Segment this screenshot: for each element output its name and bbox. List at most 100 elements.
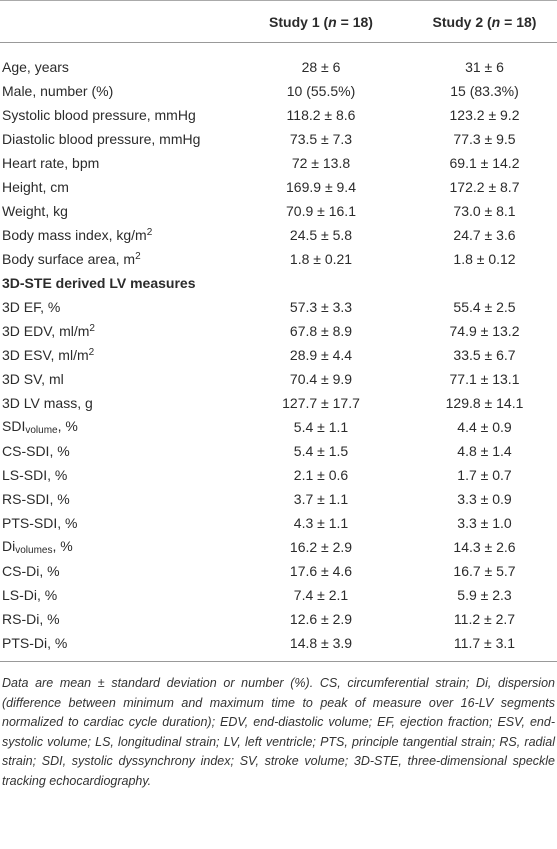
cell-value: 5.9 ± 2.3 [457,587,512,603]
header-italic: n [491,13,501,30]
label-text: PTS-Di, % [2,635,68,651]
label-text: 3D ESV, ml/m [2,347,89,363]
cell-value: 1.8 ± 0.12 [453,251,516,267]
table-row: Body mass index, kg/m2 24.5 ± 5.8 24.7 ± 3… [0,223,557,247]
label-text: PTS-SDI, % [2,515,78,531]
header-text: = 18) [336,13,373,30]
label-text: Systolic blood pressure, mmHg [2,107,196,123]
table-row: 3D EF, % 57.3 ± 3.3 55.4 ± 2.5 [0,295,557,319]
label-text: Height, cm [2,179,69,195]
cell-value: 5.4 ± 1.1 [293,419,349,435]
cell-value: 24.5 ± 5.8 [289,227,353,243]
table-row: Diastolic blood pressure, mmHg 73.5 ± 7.3… [0,127,557,151]
cell-value: 14.8 ± 3.9 [230,631,412,662]
label-text: Male, number (%) [2,83,114,99]
cell-value: 70.9 ± 16.1 [286,203,356,219]
table-row: LS-Di, % 7.4 ± 2.1 5.9 ± 2.3 [0,583,557,607]
label-text: CS-Di, % [2,563,60,579]
cell-value: 16.2 ± 2.9 [289,539,353,555]
row-label: 3D EF, % [0,295,230,319]
label-subscript: volume [25,425,58,436]
cell-value: 4.4 ± 0.9 [457,419,512,435]
cell-value: 67.8 ± 8.9 [289,323,353,339]
cell-value: 4.8 ± 1.4 [457,443,512,459]
cell-value: 7.4 ± 2.1 [293,587,349,603]
row-label: Systolic blood pressure, mmHg [0,103,230,127]
row-label: RS-SDI, % [0,487,230,511]
section-header: 3D-STE derived LV measures [2,275,196,291]
header-text: Study 2 ( [432,13,492,30]
table-row: Systolic blood pressure, mmHg 118.2 ± 8.6… [0,103,557,127]
cell-value: 4.3 ± 1.1 [293,515,349,531]
cell-value: 12.6 ± 2.9 [289,611,353,627]
row-label: Heart rate, bpm [0,151,230,175]
row-label: LS-SDI, % [0,463,230,487]
label-superscript: 2 [146,227,153,238]
footnote: Data are mean ± standard deviation or nu… [2,676,555,788]
table-row: RS-Di, % 12.6 ± 2.9 11.2 ± 2.7 [0,607,557,631]
label-text: Body mass index, kg/m [2,227,147,243]
column-header: Study 1 (n = 18) [230,0,412,43]
label-text: Diastolic blood pressure, mmHg [2,131,201,147]
cell-value: 129.8 ± 14.1 [445,395,524,411]
row-label: Male, number (%) [0,79,230,103]
table-row: Height, cm 169.9 ± 9.4 172.2 ± 8.7 [0,175,557,199]
cell-value: 2.1 ± 0.6 [293,467,349,483]
header-italic: n [328,13,337,30]
table-row: CS-SDI, % 5.4 ± 1.5 4.8 ± 1.4 [0,439,557,463]
cell-value: 55.4 ± 2.5 [453,299,516,315]
header-blank [0,0,230,43]
table-row: Divolumes, % 16.2 ± 2.9 14.3 ± 2.6 [0,535,557,559]
row-label: 3D SV, ml [0,367,230,391]
cell-value: 11.2 ± 2.7 [453,611,516,627]
label-superscript: 2 [135,251,141,262]
cell-value: 11.7 ± 3.1 [412,631,557,662]
row-label: PTS-SDI, % [0,511,230,535]
header-text: = 18) [500,13,537,30]
row-label: Diastolic blood pressure, mmHg [0,127,230,151]
data-table: Study 1 (n = 18) Study 2 (n = 18) Age, ye… [0,0,557,662]
label-text: 3D EF, % [2,299,61,315]
table-row: PTS-Di, % 14.8 ± 3.9 11.7 ± 3.1 [0,631,557,662]
cell-value: 3.3 ± 0.9 [457,491,512,507]
label-text: RS-SDI, % [2,491,70,507]
table-row: LS-SDI, % 2.1 ± 0.6 1.7 ± 0.7 [0,463,557,487]
table-body: Age, years 28 ± 6 31 ± 6 Male, number (%) 10… [0,43,557,662]
cell-value: 72 ± 13.8 [291,155,351,171]
cell-value: 73.5 ± 7.3 [289,131,353,147]
table-row: Age, years 28 ± 6 31 ± 6 [0,43,557,80]
table-row: Body surface area, m2 1.8 ± 0.21 1.8 ± 0.1… [0,247,557,271]
table-row: 3D ESV, ml/m2 28.9 ± 4.4 33.5 ± 6.7 [0,343,557,367]
header-text: Study 1 ( [269,13,329,30]
label-text: 3D SV, ml [2,371,64,387]
cell-value: 3.7 ± 1.1 [293,491,349,507]
cell-value: 17.6 ± 4.6 [289,563,353,579]
cell-value: 14.3 ± 2.6 [453,539,516,555]
label-text: SDI [2,418,26,434]
cell-value: 31 ± 6 [465,59,504,75]
table-row: 3D-STE derived LV measures [0,271,557,295]
row-label: CS-SDI, % [0,439,230,463]
label-text: Body surface area, m [2,251,136,267]
cell-value: 123.2 ± 9.2 [449,107,520,123]
cell-value: 74.9 ± 13.2 [449,323,520,339]
row-label: Divolumes, % [0,535,230,559]
column-header: Study 2 (n = 18) [412,0,557,43]
table-row: 3D LV mass, g 127.7 ± 17.7 129.8 ± 14.1 [0,391,557,415]
table-row: Heart rate, bpm 72 ± 13.8 69.1 ± 14.2 [0,151,557,175]
label-text: Weight, kg [2,203,68,219]
label-text: RS-Di, % [2,611,60,627]
cell-value: 73.0 ± 8.1 [453,203,516,219]
cell-value: 16.7 ± 5.7 [453,563,516,579]
cell-value: 3.3 ± 1.0 [457,515,512,531]
label-text: Age, years [2,59,69,75]
label-suffix: , % [52,538,73,554]
table-row: 3D SV, ml 70.4 ± 9.9 77.1 ± 13.1 [0,367,557,391]
table-header: Study 1 (n = 18) Study 2 (n = 18) [0,0,557,43]
row-label: Body surface area, m2 [0,247,230,271]
row-label: Age, years [0,43,230,80]
cell-value: 169.9 ± 9.4 [286,179,356,195]
label-text: CS-SDI, % [2,443,70,459]
cell-value: 69.1 ± 14.2 [449,155,520,171]
